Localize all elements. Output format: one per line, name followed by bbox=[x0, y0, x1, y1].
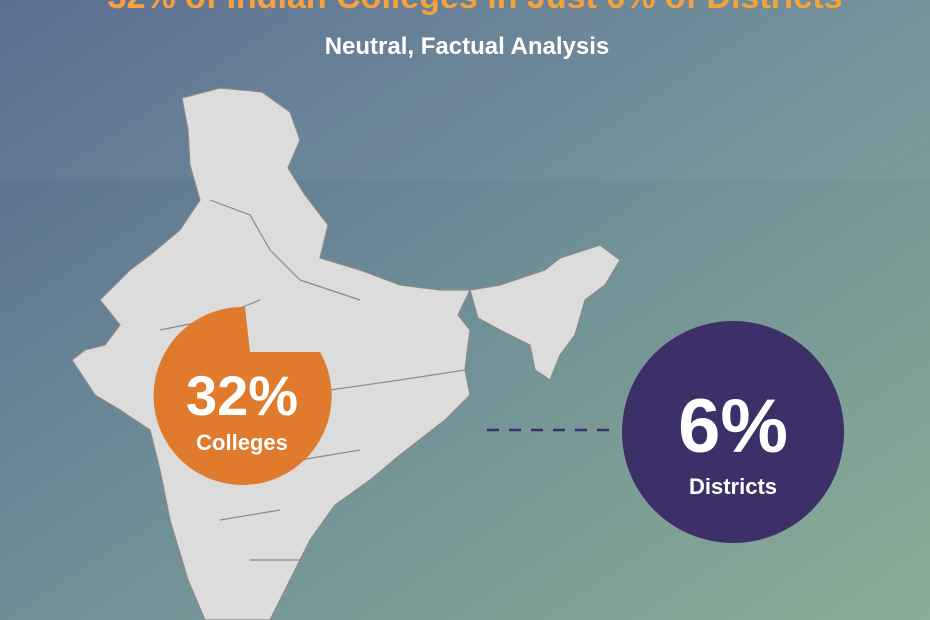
colleges-pie bbox=[153, 306, 332, 485]
stat-value: 6% bbox=[678, 384, 788, 469]
districts-circle bbox=[622, 321, 844, 543]
title: 32% of Indian Colleges in Just 6% of Dis… bbox=[108, 0, 843, 16]
stat-label: Districts bbox=[689, 474, 777, 499]
stat-label: Colleges bbox=[196, 430, 288, 455]
stat-value: 32% bbox=[186, 364, 298, 427]
header-band bbox=[0, 0, 930, 180]
subtitle: Neutral, Factual Analysis bbox=[325, 33, 610, 60]
